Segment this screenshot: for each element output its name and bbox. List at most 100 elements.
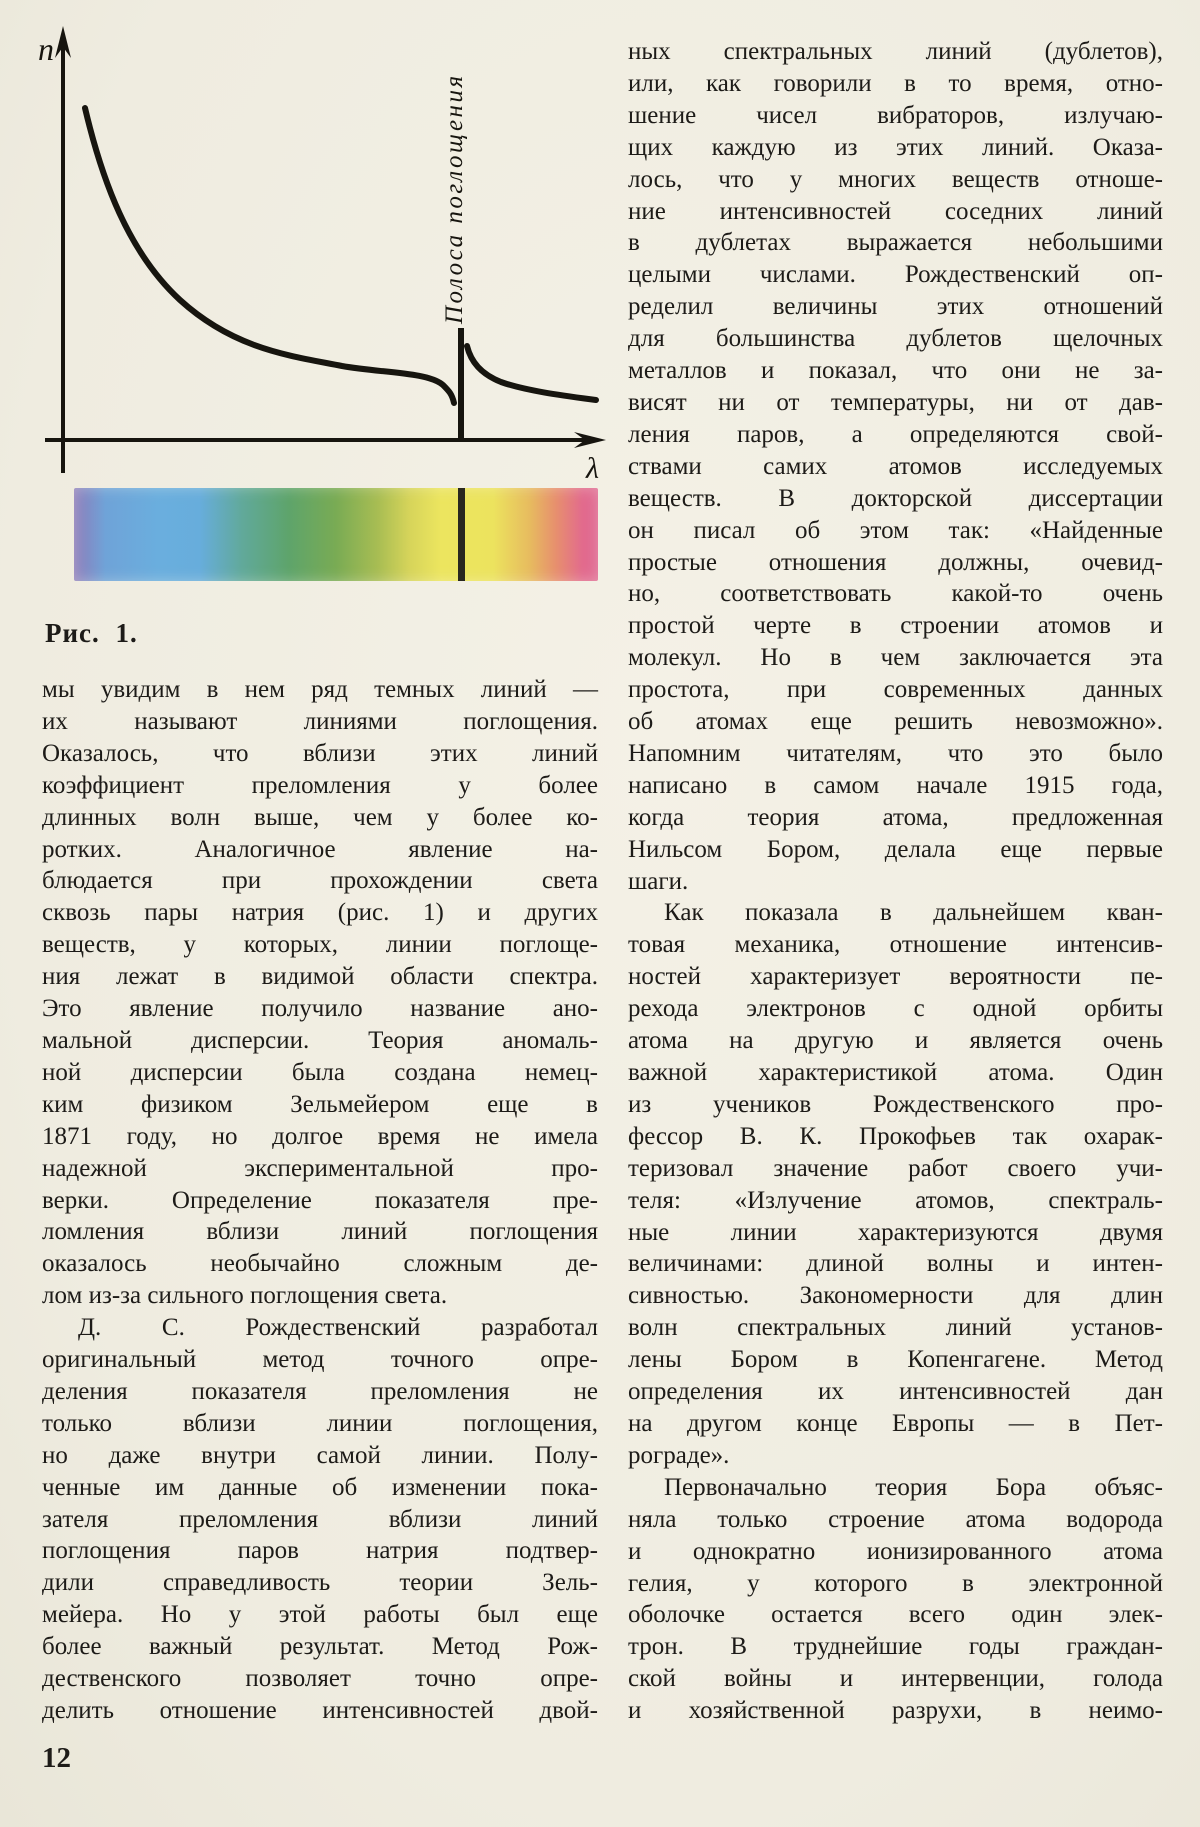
figure-caption: Рис. 1. [45,618,138,648]
text-line: ределил величины этих отношений [628,293,1163,321]
text-line: дили справедливость теории Зель- [42,1569,598,1597]
text-line: когда теория атома, предложенная [628,803,1163,831]
text-line: 1871 году, но долгое время не имела [42,1122,598,1150]
text-line: ломления вблизи линий поглощения [42,1218,598,1246]
text-line: сквозь пары натрия (рис. 1) и других [42,899,598,927]
text-line: няла только строение атома водорода [628,1505,1163,1533]
right-text-column: ных спектральных линий (дублетов), или, к… [628,36,1163,1727]
text-line: их называют линиями поглощения. [42,707,598,735]
y-axis-label: n [38,31,54,67]
text-line: трон. В труднейшие годы граждан- [628,1633,1163,1661]
text-line: надежной экспериментальной про- [42,1154,598,1182]
text-line: ния лежат в видимой области спектра. [42,963,598,991]
text-line: но, соответствовать какой-то очень [628,580,1163,608]
text-line: для большинства дублетов щелочных [628,325,1163,353]
text-line: определения их интенсивностей дан [628,1378,1163,1406]
text-line: простота, при современных данных [628,676,1163,704]
text-line: поглощения паров натрия подтвер- [42,1537,598,1565]
text-line: верки. Определение показателя пре- [42,1186,598,1214]
text-line: ротких. Аналогичное явление на- [42,835,598,863]
text-line: делить отношение интенсивностей двой- [42,1697,598,1724]
dispersion-curve-left [82,105,457,406]
text-line: Первоначально теория Бора объяс- [664,1473,1163,1501]
text-line: целыми числами. Рождественский оп- [628,261,1163,289]
text-line: шение чисел вибраторов, излучаю- [628,101,1163,129]
text-line: оригинальный метод точного опре- [42,1346,598,1374]
text-line: Д. С. Рождественский разработал [78,1314,598,1342]
text-line: длинных волн выше, чем у более ко- [42,803,598,831]
text-line: теризовал значение работ своего учи- [628,1154,1163,1182]
page-number: 12 [42,1742,71,1774]
text-line: блюдается при прохождении света [42,867,598,895]
left-text-column: мы увидим в нем ряд темных линий — их наз… [42,674,598,1727]
text-line: Нильсом Бором, делала еще первые [628,835,1163,863]
text-line: зателя преломления вблизи линий [42,1505,598,1533]
text-line: фессор В. К. Прокофьев так охарак- [628,1122,1163,1150]
text-line: дественского позволяет точно опре- [42,1665,598,1693]
text-line: в дублетах выражается небольшими [628,229,1163,257]
text-line: простой черте в строении атомов и [628,612,1163,640]
text-line: товая механика, отношение интенсив- [628,931,1163,959]
text-line: величинами: длиной волны и интен- [628,1250,1163,1278]
text-line: и однократно ионизированного атома [628,1537,1163,1565]
text-line: только вблизи линии поглощения, [42,1409,598,1437]
spectrum-absorption-line-icon [458,488,465,581]
text-line: об атомах еще решить невозможно». [628,708,1163,736]
text-line: оказалось необычайно сложным де- [42,1250,598,1278]
text-line: ние интенсивностей соседних линий [628,197,1163,225]
text-line: более важный результат. Метод Рож- [42,1633,598,1661]
text-line: он писал об этом так: «Найденные [628,516,1163,544]
text-line: теля: «Излучение атомов, спектраль- [628,1186,1163,1214]
text-line: атома на другую и является очень [628,1027,1163,1055]
text-line: оболочке остается всего один элек- [628,1601,1163,1629]
text-line: мейера. Но у этой работы был еще [42,1601,598,1629]
x-axis-arrowhead [574,432,606,448]
text-line: ностей характеризует вероятности пе- [628,963,1163,991]
text-line: веществ, у которых, линии поглоще- [42,931,598,959]
text-line: ные линии характеризуются двумя [628,1218,1163,1246]
text-line: висят ни от температуры, ни от дав- [628,388,1163,416]
x-axis-label: λ [585,452,599,485]
text-line: мы увидим в нем ряд темных линий — [42,676,598,703]
text-line: шаги. [628,867,689,895]
dispersion-graph-figure: n λ Полоса поглощения [38,26,606,485]
text-line: деления показателя преломления не [42,1377,598,1405]
text-line: мальной дисперсии. Теория аномаль- [42,1026,598,1054]
text-line: ким физиком Зельмейером еще в [42,1090,598,1118]
spectrum-strip [74,488,598,581]
text-line: лось, что у многих веществ отноше- [628,165,1163,193]
text-line: молекул. Но в чем заключается эта [628,644,1163,672]
text-line: простые отношения должны, очевид- [628,548,1163,576]
text-line: гелия, у которого в электронной [628,1569,1163,1597]
text-line: металлов и показал, что они не за- [628,357,1163,385]
text-line: веществ. В докторской диссертации [628,484,1163,512]
text-line: ской войны и интервенции, голода [628,1665,1163,1693]
text-line: ления паров, а определяются свой- [628,420,1163,448]
text-line: ной дисперсии была создана немец- [42,1058,598,1086]
text-line: коэффициент преломления у более [42,771,598,799]
text-line: ных спектральных линий (дублетов), [628,38,1163,65]
text-line: из учеников Рождественского про- [628,1090,1163,1118]
text-line: рехода электронов с одной орбиты [628,995,1163,1023]
text-line: на другом конце Европы — в Пет- [628,1409,1163,1437]
text-line: Напомним читателям, что это было [628,739,1163,767]
text-line: щих каждую из этих линий. Оказа- [628,133,1163,161]
text-line: лом из-за сильного поглощения света. [42,1282,448,1310]
text-line: ствами самих атомов исследуемых [628,452,1163,480]
text-line: сивностью. Закономерности для длин [628,1282,1163,1310]
text-line: Как показала в дальнейшем кван- [664,899,1163,927]
text-line: но даже внутри самой линии. Полу- [42,1441,598,1469]
y-axis-arrowhead [55,26,71,58]
text-line: рограде». [628,1441,730,1469]
text-line: ченные им данные об изменении пока- [42,1473,598,1501]
text-line: или, как говорили в то время, отно- [628,69,1163,97]
absorption-band-label: Полоса поглощения [441,73,468,325]
text-line: и хозяйственной разрухи, в неимо- [628,1697,1163,1725]
text-line: лены Бором в Копенгагене. Метод [628,1346,1163,1374]
dispersion-curve-right [464,343,599,403]
text-line: Это явление получило название ано- [42,995,598,1023]
text-line: волн спектральных линий установ- [628,1314,1163,1342]
text-line: Оказалось, что вблизи этих линий [42,739,598,767]
text-line: важной характеристикой атома. Один [628,1059,1163,1086]
